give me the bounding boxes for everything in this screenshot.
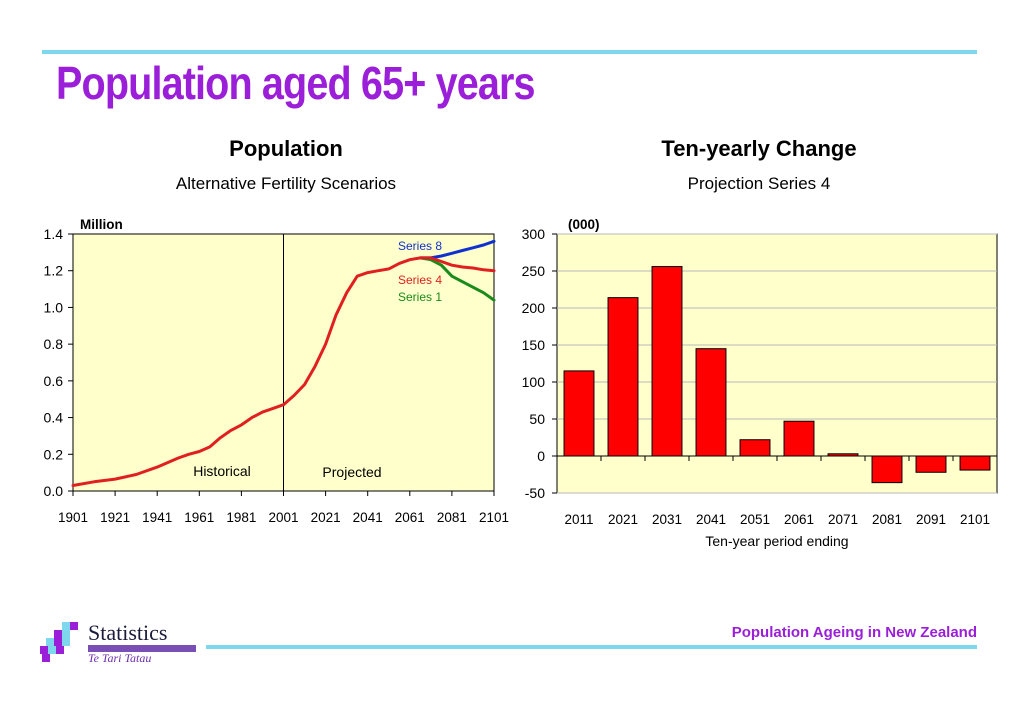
y-tick-label: 1.4 <box>44 226 64 242</box>
x-tick-label: 2041 <box>353 510 383 525</box>
y-tick-label: 0.0 <box>44 483 64 499</box>
bar-2031 <box>651 266 683 457</box>
stats-nz-logo-icon <box>40 622 78 662</box>
population-line-chart: 0.0 0.2 0.4 0.6 0.8 1.0 1.2 1.4 1901 1921 1941 1961… <box>44 217 509 525</box>
y-tick-label: 0.6 <box>44 373 64 389</box>
x-tick-label: 2041 <box>696 512 726 527</box>
y-axis-unit-label: Million <box>80 217 123 232</box>
x-tick-label: 2001 <box>268 510 298 525</box>
x-tick-label: 2061 <box>784 512 814 527</box>
x-tick-label: 2101 <box>960 512 990 527</box>
x-tick-label: 1901 <box>58 510 88 525</box>
x-tick-label: 1981 <box>226 510 256 525</box>
bar-2021 <box>607 297 639 457</box>
bar-2101 <box>959 455 991 471</box>
series-line-series-1 <box>418 256 496 302</box>
x-tick-label: 1961 <box>184 510 214 525</box>
right-chart-subtitle: Projection Series 4 <box>687 174 831 193</box>
y-tick-label: 0 <box>537 448 545 464</box>
series-label-series-8: Series 8 <box>398 239 442 253</box>
left-chart-subtitle: Alternative Fertility Scenarios <box>175 174 397 193</box>
slide-title: Population aged 65+ years <box>56 57 536 109</box>
y-tick-label: -50 <box>525 485 545 501</box>
footer-caption: Population Ageing in New Zealand <box>731 624 977 641</box>
bar-2051 <box>739 439 771 457</box>
bar-2081 <box>871 455 903 484</box>
logo-maori-name: Te Tari Tatau <box>88 651 152 665</box>
left-chart-title: Population <box>229 136 343 161</box>
y-tick-label: 1.2 <box>44 263 64 279</box>
y-tick-label: 50 <box>529 411 545 427</box>
y-tick-label: 150 <box>522 337 546 353</box>
series-line-series-4 <box>71 256 496 487</box>
x-tick-label: 2091 <box>916 512 946 527</box>
series-label-series-1: Series 1 <box>398 290 442 304</box>
logo-band <box>88 645 196 652</box>
bar-2091 <box>915 455 947 473</box>
projected-annotation: Projected <box>322 464 381 480</box>
x-tick-label: 2031 <box>652 512 682 527</box>
x-axis-title: Ten-year period ending <box>705 533 848 549</box>
y-tick-label: 0.2 <box>44 446 64 462</box>
y-tick-label: 1.0 <box>44 299 64 315</box>
historical-annotation: Historical <box>193 463 251 479</box>
bar-2041 <box>695 348 727 457</box>
x-tick-label: 1941 <box>142 510 172 525</box>
x-tick-label: 2081 <box>872 512 902 527</box>
x-tick-label: 2061 <box>395 510 425 525</box>
y-tick-label: 250 <box>522 263 546 279</box>
stats-nz-logo: Statistics Te Tari Tatau <box>40 620 205 665</box>
x-tick-label: 2081 <box>437 510 467 525</box>
y-tick-label: 100 <box>522 374 546 390</box>
footer-rule <box>206 645 977 649</box>
x-tick-label: 2101 <box>479 510 509 525</box>
top-rule <box>42 50 977 54</box>
y-tick-label: 200 <box>522 300 546 316</box>
x-tick-label: 2021 <box>608 512 638 527</box>
ten-yearly-change-bar-chart: -50 0 50 100 150 200 250 300 (000) 2011 2021 2031 20… <box>522 217 998 549</box>
y-tick-label: 0.4 <box>44 410 64 426</box>
bar-2061 <box>783 420 815 457</box>
bar-2011 <box>563 370 595 457</box>
x-tick-label: 2071 <box>828 512 858 527</box>
y-tick-label: 300 <box>522 226 546 242</box>
series-label-series-4: Series 4 <box>398 273 442 287</box>
y-tick-label: 0.8 <box>44 336 64 352</box>
x-tick-label: 2021 <box>311 510 341 525</box>
x-tick-label: 1921 <box>100 510 130 525</box>
y-axis-unit-label: (000) <box>568 217 600 232</box>
right-chart-title: Ten-yearly Change <box>661 136 857 161</box>
x-tick-label: 2051 <box>740 512 770 527</box>
logo-wordmark: Statistics <box>88 620 168 645</box>
x-tick-label: 2011 <box>564 512 593 527</box>
